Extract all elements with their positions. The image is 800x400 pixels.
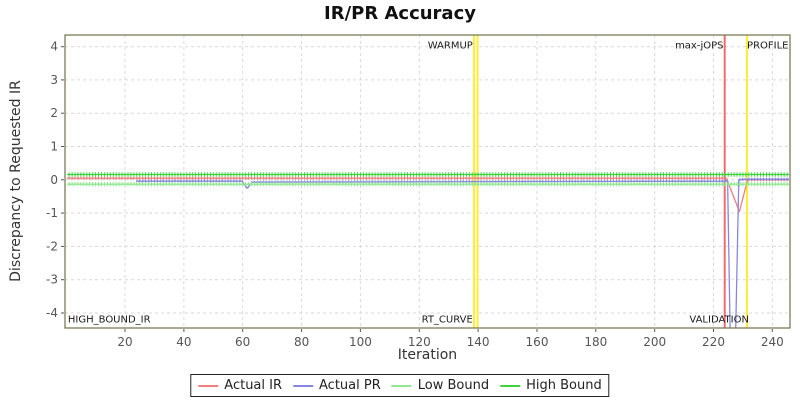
x-tick-label: 20 bbox=[117, 335, 132, 349]
series-group bbox=[67, 172, 790, 328]
y-tick-label: 0 bbox=[50, 173, 58, 187]
legend-swatch-actual-ir bbox=[198, 384, 219, 387]
y-tick-label: -1 bbox=[46, 206, 58, 220]
series-markers-high-bound bbox=[68, 172, 788, 177]
annotation-validation: VALIDATION bbox=[689, 314, 749, 325]
y-tick-label: 2 bbox=[50, 106, 58, 120]
plot-border bbox=[64, 34, 791, 329]
series-markers-low-bound bbox=[68, 182, 788, 187]
phase-annotations: WARMUP max-jOPS PROFILE HIGH_BOUND_IR RT_CUR… bbox=[68, 40, 789, 325]
legend-label-actual-pr: Actual PR bbox=[319, 378, 381, 393]
x-tick-label: 60 bbox=[235, 335, 250, 349]
legend-item-high-bound: High Bound bbox=[500, 378, 602, 393]
series-line-actual-pr bbox=[136, 178, 790, 328]
y-tick-label: 3 bbox=[50, 73, 58, 87]
series-markers-actual-ir bbox=[68, 176, 788, 211]
x-tick-label: 80 bbox=[294, 335, 309, 349]
x-tick-label: 220 bbox=[702, 335, 725, 349]
y-tick-label: 1 bbox=[50, 140, 58, 154]
y-tick-label: 4 bbox=[50, 40, 58, 54]
x-tick-label: 240 bbox=[761, 335, 784, 349]
gridlines bbox=[65, 35, 790, 328]
y-tick-label: -4 bbox=[46, 306, 58, 320]
legend-swatch-high-bound bbox=[500, 384, 521, 387]
legend-item-actual-ir: Actual IR bbox=[198, 378, 282, 393]
y-tick-label: -3 bbox=[46, 273, 58, 287]
x-axis-title: Iteration bbox=[397, 347, 458, 363]
x-tick-label: 140 bbox=[467, 335, 490, 349]
y-tick-label: -2 bbox=[46, 239, 58, 253]
legend-label-actual-ir: Actual IR bbox=[224, 378, 283, 393]
annotation-rt-curve: RT_CURVE bbox=[422, 314, 473, 325]
legend-item-actual-pr: Actual PR bbox=[293, 378, 381, 393]
legend-swatch-low-bound bbox=[391, 384, 412, 387]
x-tick-label: 120 bbox=[408, 335, 431, 349]
x-tick-label: 180 bbox=[584, 335, 607, 349]
x-tick-label: 40 bbox=[176, 335, 191, 349]
legend-label-low-bound: Low Bound bbox=[417, 378, 490, 393]
legend-label-high-bound: High Bound bbox=[526, 378, 602, 393]
annotation-max-jops: max-jOPS bbox=[675, 40, 723, 51]
legend: Actual IR Actual PR Low Bound High Bound bbox=[190, 374, 610, 397]
legend-item-low-bound: Low Bound bbox=[391, 378, 490, 393]
annotation-profile: PROFILE bbox=[747, 40, 788, 51]
x-tick-label: 200 bbox=[643, 335, 666, 349]
axis-ticks: 20 40 60 80 100 120 140 160 180 200 220 240 4 3 2 1 0 -1 -… bbox=[46, 40, 784, 349]
annotation-high-bound-ir: HIGH_BOUND_IR bbox=[68, 314, 151, 325]
annotation-warmup: WARMUP bbox=[428, 40, 473, 51]
x-tick-label: 160 bbox=[526, 335, 549, 349]
x-tick-label: 100 bbox=[349, 335, 372, 349]
chart-title: IR/PR Accuracy bbox=[324, 3, 476, 24]
series-markers-actual-pr bbox=[136, 177, 788, 268]
legend-swatch-actual-pr bbox=[293, 384, 314, 387]
